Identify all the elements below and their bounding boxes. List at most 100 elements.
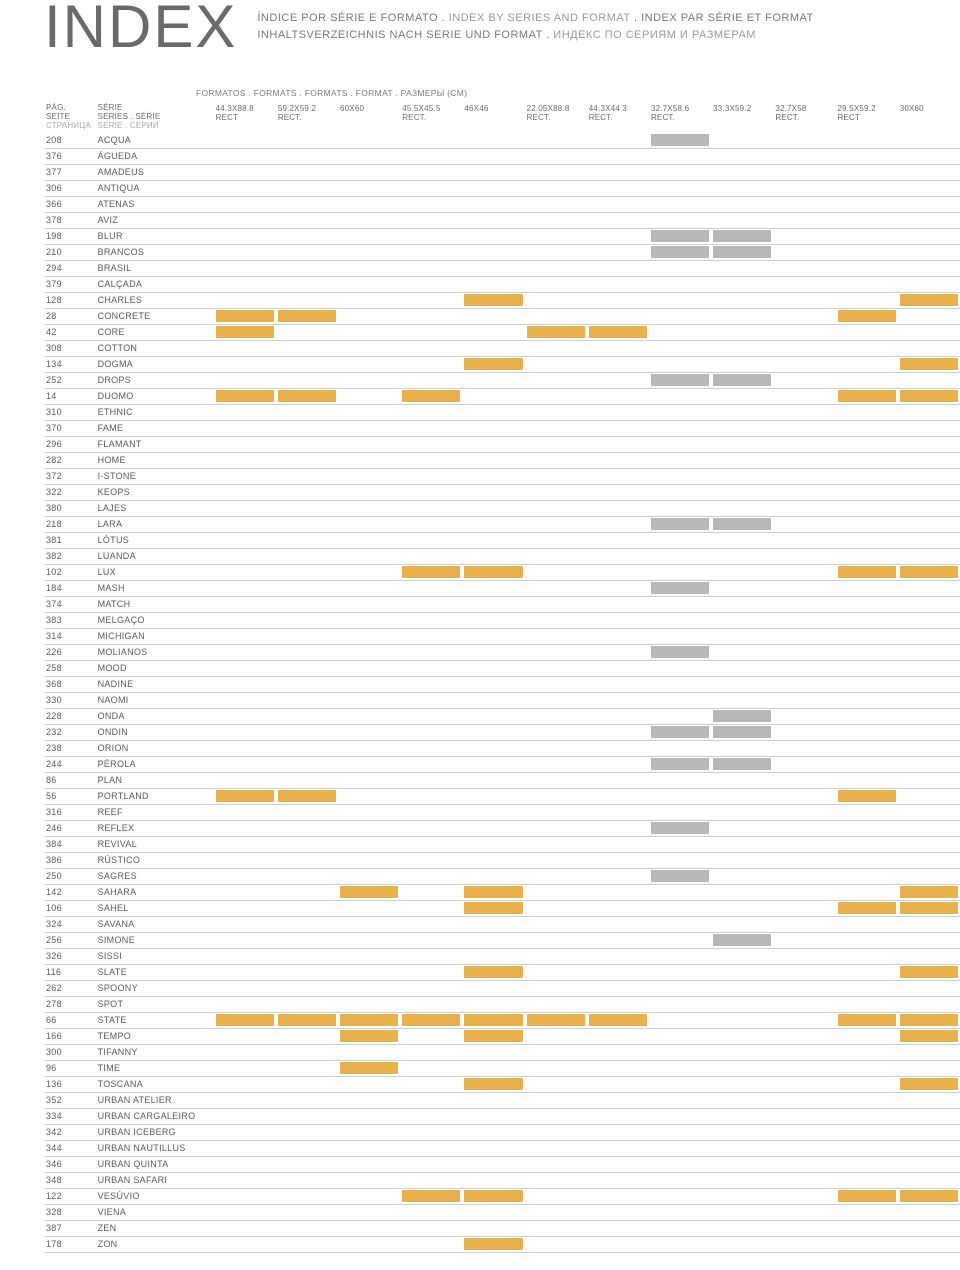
format-cell	[898, 1044, 960, 1060]
series-cell: URBAN NAUTILLUS	[96, 1140, 214, 1156]
format-cell	[773, 468, 835, 484]
format-cell	[214, 804, 276, 820]
series-cell: SAGRES	[96, 868, 214, 884]
format-cell	[836, 548, 898, 564]
format-cell	[214, 164, 276, 180]
format-cell	[587, 388, 649, 404]
table-row: 166TEMPO	[44, 1028, 960, 1044]
series-cell: ONDIN	[96, 724, 214, 740]
format-header-0: 44.3X88.8RECT	[214, 102, 276, 132]
format-cell	[773, 340, 835, 356]
format-cell	[649, 1220, 711, 1236]
format-cell	[649, 340, 711, 356]
series-cell: DUOMO	[96, 388, 214, 404]
page-cell: 218	[44, 516, 96, 532]
format-cell	[276, 1124, 338, 1140]
format-cell	[276, 1076, 338, 1092]
page-cell: 326	[44, 948, 96, 964]
format-cell	[276, 724, 338, 740]
series-cell: URBAN QUINTA	[96, 1156, 214, 1172]
format-cell	[836, 340, 898, 356]
format-cell	[338, 852, 400, 868]
format-cell	[711, 548, 773, 564]
table-row: 178ZON	[44, 1236, 960, 1252]
format-cell	[836, 1124, 898, 1140]
table-row: 384REVIVAL	[44, 836, 960, 852]
format-cell	[525, 260, 587, 276]
format-cell	[898, 260, 960, 276]
format-cell	[214, 788, 276, 804]
format-cell	[276, 1012, 338, 1028]
series-cell: SPOT	[96, 996, 214, 1012]
format-cell	[836, 324, 898, 340]
format-cell	[836, 436, 898, 452]
format-cell	[711, 228, 773, 244]
series-cell: MOOD	[96, 660, 214, 676]
format-cell	[711, 484, 773, 500]
format-cell	[462, 996, 524, 1012]
format-cell	[338, 1108, 400, 1124]
format-cell	[836, 1188, 898, 1204]
format-cell	[462, 980, 524, 996]
format-cell	[711, 868, 773, 884]
format-cell	[338, 356, 400, 372]
format-cell	[462, 1172, 524, 1188]
series-cell: SPOONY	[96, 980, 214, 996]
format-cell	[214, 820, 276, 836]
format-cell	[462, 1220, 524, 1236]
format-cell	[214, 628, 276, 644]
series-cell: MELGAÇO	[96, 612, 214, 628]
format-cell	[649, 484, 711, 500]
format-cell	[649, 900, 711, 916]
table-row: 208ACQUA	[44, 132, 960, 148]
format-cell	[214, 1092, 276, 1108]
format-cell	[649, 324, 711, 340]
format-cell	[587, 1012, 649, 1028]
format-cell	[836, 180, 898, 196]
format-cell	[400, 1044, 462, 1060]
format-cell	[462, 820, 524, 836]
format-cell	[338, 932, 400, 948]
series-cell: LARA	[96, 516, 214, 532]
format-cell	[276, 852, 338, 868]
series-cell: STATE	[96, 1012, 214, 1028]
format-cell	[898, 1060, 960, 1076]
format-cell	[711, 404, 773, 420]
page-header-cell: PÁG. SEITE СТРАНИЦА	[44, 102, 96, 132]
table-row: 198BLUR	[44, 228, 960, 244]
format-cell	[338, 436, 400, 452]
format-cell	[836, 468, 898, 484]
format-cell	[898, 436, 960, 452]
format-cell	[525, 388, 587, 404]
format-cell	[525, 564, 587, 580]
format-cell	[836, 516, 898, 532]
series-cell: MOLIANOS	[96, 644, 214, 660]
format-cell	[711, 964, 773, 980]
format-cell	[462, 420, 524, 436]
format-cell	[587, 132, 649, 148]
format-cell	[525, 724, 587, 740]
format-cell	[276, 420, 338, 436]
format-cell	[525, 1220, 587, 1236]
format-cell	[836, 1156, 898, 1172]
format-cell	[214, 996, 276, 1012]
format-cell	[400, 372, 462, 388]
format-cell	[214, 180, 276, 196]
format-cell	[587, 868, 649, 884]
format-cell	[649, 420, 711, 436]
format-cell	[836, 564, 898, 580]
format-cell	[836, 308, 898, 324]
format-cell	[587, 948, 649, 964]
format-cell	[836, 836, 898, 852]
format-cell	[711, 740, 773, 756]
series-cell: ATENAS	[96, 196, 214, 212]
series-cell: REEF	[96, 804, 214, 820]
page-cell: 372	[44, 468, 96, 484]
table-row: 218LARA	[44, 516, 960, 532]
format-cell	[276, 1188, 338, 1204]
format-cell	[462, 148, 524, 164]
format-cell	[836, 420, 898, 436]
format-cell	[400, 644, 462, 660]
format-cell	[711, 1220, 773, 1236]
format-cell	[525, 820, 587, 836]
